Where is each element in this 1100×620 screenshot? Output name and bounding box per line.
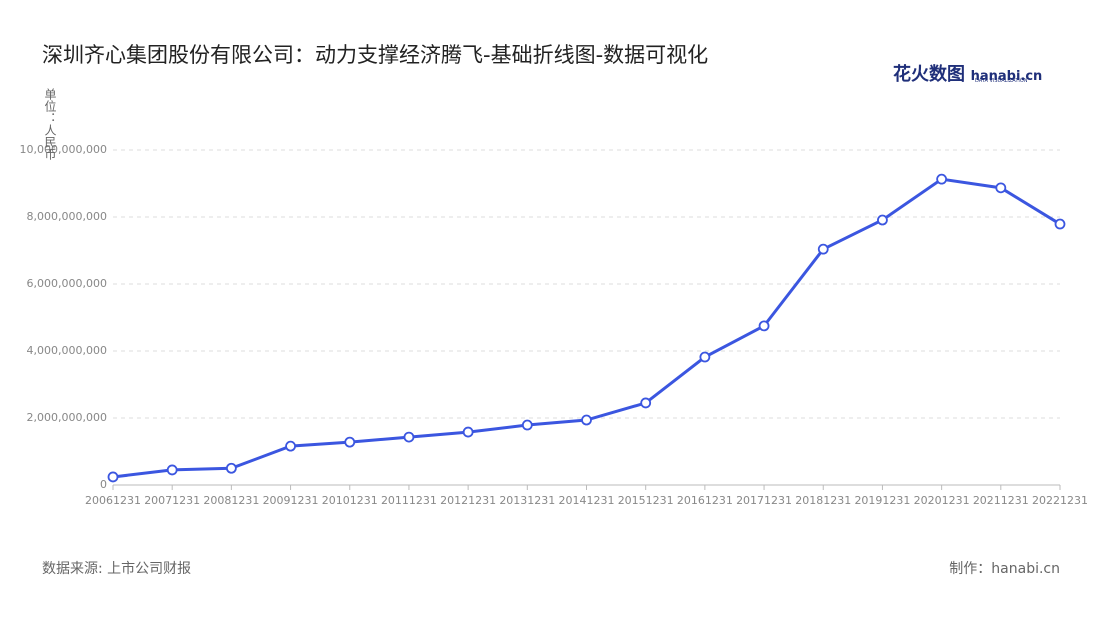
x-tick-label: 20211231 [973,494,1029,507]
x-tick-label: 20111231 [381,494,437,507]
point [995,182,1007,194]
point [640,397,652,409]
point [699,351,711,363]
x-tick-label: 20081231 [203,494,259,507]
point [758,320,770,332]
x-tick-label: 20161231 [677,494,733,507]
x-tick-label: 20131231 [499,494,555,507]
line [112,177,1061,479]
y-tick-label: 8,000,000,000 [27,210,107,223]
x-tick-label: 20181231 [795,494,851,507]
x-tick-label: 20141231 [559,494,615,507]
logo: 花火数图 hanabi.cn DATA VISUALIZATION [893,60,1042,86]
y-axis-label: 单位：人民币 [43,88,57,160]
y-tick-label: 6,000,000,000 [27,277,107,290]
source: 数据来源: 上市公司财报 [42,561,192,577]
point [344,436,356,448]
point [817,243,829,255]
x-tick-label: 20151231 [618,494,674,507]
point [521,419,533,431]
logo-brand: 花火数图 [893,64,965,85]
point [936,173,948,185]
point [403,431,415,443]
point [462,426,474,438]
chart-title: 深圳齐心集团股份有限公司：动力支撑经济腾飞-基础折线图-数据可视化 [42,43,709,67]
credit: 制作：hanabi.cn [949,561,1060,577]
y-tick-label: 4,000,000,000 [27,344,107,357]
point [581,414,592,426]
x-tick-label: 20101231 [322,494,378,507]
x-tick-label: 20171231 [736,494,792,507]
x-tick-label: 20121231 [440,494,496,507]
logo-site: hanabi.cn [970,69,1043,84]
x-tick-label: 20061231 [85,494,141,507]
y-tick-label: 0 [100,478,107,491]
point [1054,218,1066,230]
x-tick-label: 20191231 [854,494,910,507]
point [107,471,119,483]
x-tick-label: 20071231 [144,494,200,507]
y-tick-label: 10,000,000,000 [20,143,107,156]
x-tick-label: 20201231 [914,494,970,507]
point [225,462,237,474]
point [166,464,178,476]
point [877,214,888,226]
y-tick-label: 2,000,000,000 [27,411,107,424]
x-tick-label: 20221231 [1032,494,1088,507]
point [285,440,296,452]
logo-tagline: DATA VISUALIZATION [975,78,1028,84]
x-tick-label: 20091231 [263,494,319,507]
